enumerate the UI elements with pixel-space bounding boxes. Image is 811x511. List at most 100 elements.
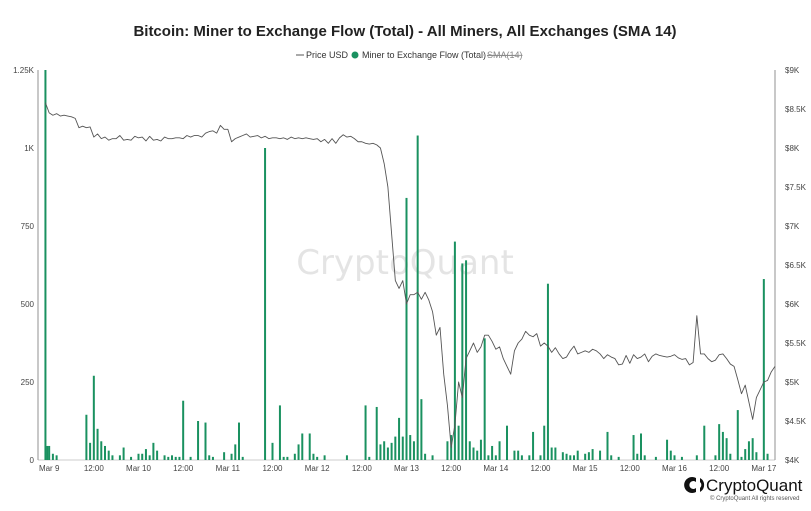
- flow-bar: [141, 453, 144, 460]
- flow-bar: [409, 435, 412, 460]
- flow-bar: [241, 456, 244, 460]
- right-tick-label: $9K: [785, 66, 800, 75]
- chart-title: Bitcoin: Miner to Exchange Flow (Total) …: [133, 23, 676, 40]
- x-tick-label: 12:00: [709, 464, 730, 473]
- flow-bar: [312, 453, 315, 460]
- legend-item-flow[interactable]: Miner to Exchange Flow (Total): [351, 50, 487, 60]
- right-tick-label: $4.5K: [785, 417, 807, 426]
- flow-bar: [301, 433, 304, 460]
- flow-bar: [569, 455, 572, 460]
- flow-bar: [182, 400, 185, 460]
- flow-bar: [230, 453, 233, 460]
- flow-bars: [44, 70, 769, 461]
- flow-bar: [223, 452, 226, 460]
- legend[interactable]: Price USD Miner to Exchange Flow (Total)…: [296, 50, 523, 60]
- flow-bar: [431, 455, 434, 460]
- flow-bar: [599, 450, 602, 460]
- right-tick-label: $4K: [785, 456, 800, 465]
- flow-bar: [211, 456, 214, 460]
- flow-bar: [238, 422, 240, 460]
- right-tick-label: $8.5K: [785, 105, 807, 114]
- flow-bar: [565, 453, 568, 460]
- flow-bar: [550, 447, 553, 460]
- flow-bar: [744, 449, 747, 460]
- flow-bar: [695, 455, 698, 460]
- brand-name: CryptoQuant: [706, 476, 803, 495]
- flow-bar: [491, 445, 494, 460]
- left-tick-label: 1.25K: [13, 66, 35, 75]
- flow-bar: [498, 441, 501, 460]
- flow-bar: [461, 263, 464, 460]
- flow-bar: [487, 455, 490, 460]
- flow-bar: [643, 455, 646, 460]
- flow-bar: [766, 453, 769, 460]
- flow-bar: [316, 456, 319, 460]
- flow-bar: [751, 438, 754, 460]
- flow-bar: [48, 445, 51, 460]
- flow-bar: [405, 197, 408, 461]
- brand-logo: CryptoQuant © CryptoQuant All rights res…: [684, 476, 803, 502]
- flow-bar: [364, 405, 367, 460]
- legend-item-sma[interactable]: SMA(14): [477, 50, 523, 60]
- flow-bar: [297, 444, 300, 460]
- x-tick-label: Mar 14: [483, 464, 508, 473]
- flow-bar: [446, 441, 449, 460]
- flow-bar: [401, 436, 404, 460]
- flow-bar: [130, 456, 133, 460]
- flow-bar: [286, 456, 289, 460]
- flow-bar: [591, 449, 594, 460]
- flow-bar: [479, 439, 482, 460]
- flow-bar: [208, 455, 211, 460]
- flow-bar: [148, 455, 151, 460]
- left-tick-label: 0: [30, 456, 35, 465]
- legend-item-price[interactable]: Price USD: [296, 50, 349, 60]
- flow-bar: [532, 431, 535, 460]
- flow-bar: [520, 455, 523, 460]
- flow-bar: [755, 452, 758, 460]
- flow-bar: [740, 456, 743, 460]
- flow-bar: [204, 422, 207, 460]
- flow-bar: [573, 455, 575, 460]
- x-tick-label: Mar 11: [216, 464, 241, 473]
- right-tick-label: $6K: [785, 300, 800, 309]
- right-tick-label: $7.5K: [785, 183, 807, 192]
- flow-bar: [584, 453, 587, 460]
- flow-bar: [104, 445, 106, 460]
- flow-bar: [517, 450, 520, 460]
- flow-bar: [483, 338, 486, 460]
- flow-bar: [762, 279, 765, 460]
- flow-bar: [506, 425, 508, 460]
- flow-bar: [416, 135, 419, 460]
- flow-bar: [494, 455, 497, 460]
- flow-bar: [390, 442, 393, 460]
- flow-bar: [323, 455, 326, 460]
- flow-bar: [673, 455, 676, 460]
- right-tick-label: $6.5K: [785, 261, 807, 270]
- flow-bar: [122, 447, 125, 460]
- x-tick-label: Mar 15: [573, 464, 598, 473]
- flow-bar: [100, 441, 103, 460]
- x-tick-label: 12:00: [441, 464, 462, 473]
- flow-bar: [293, 453, 296, 460]
- flow-bar: [606, 431, 609, 460]
- flow-bar: [543, 425, 546, 460]
- legend-price-label: Price USD: [306, 50, 349, 60]
- x-tick-label: Mar 13: [394, 464, 419, 473]
- flow-bar: [666, 439, 669, 460]
- left-tick-label: 250: [21, 378, 35, 387]
- flow-bar: [703, 425, 706, 460]
- flow-bar: [271, 442, 274, 460]
- legend-flow-label: Miner to Exchange Flow (Total): [362, 50, 486, 60]
- flow-bar: [96, 428, 99, 460]
- flow-bar: [680, 456, 683, 460]
- flow-bar: [472, 447, 475, 460]
- flow-bar: [85, 414, 88, 460]
- flow-bar: [118, 455, 121, 460]
- flow-bar: [718, 424, 721, 460]
- x-tick-label: 12:00: [173, 464, 194, 473]
- flow-bar: [528, 455, 531, 460]
- flow-bar: [468, 441, 471, 460]
- flow-bar: [55, 455, 58, 460]
- flow-bar: [424, 453, 427, 460]
- flow-bar: [729, 453, 732, 460]
